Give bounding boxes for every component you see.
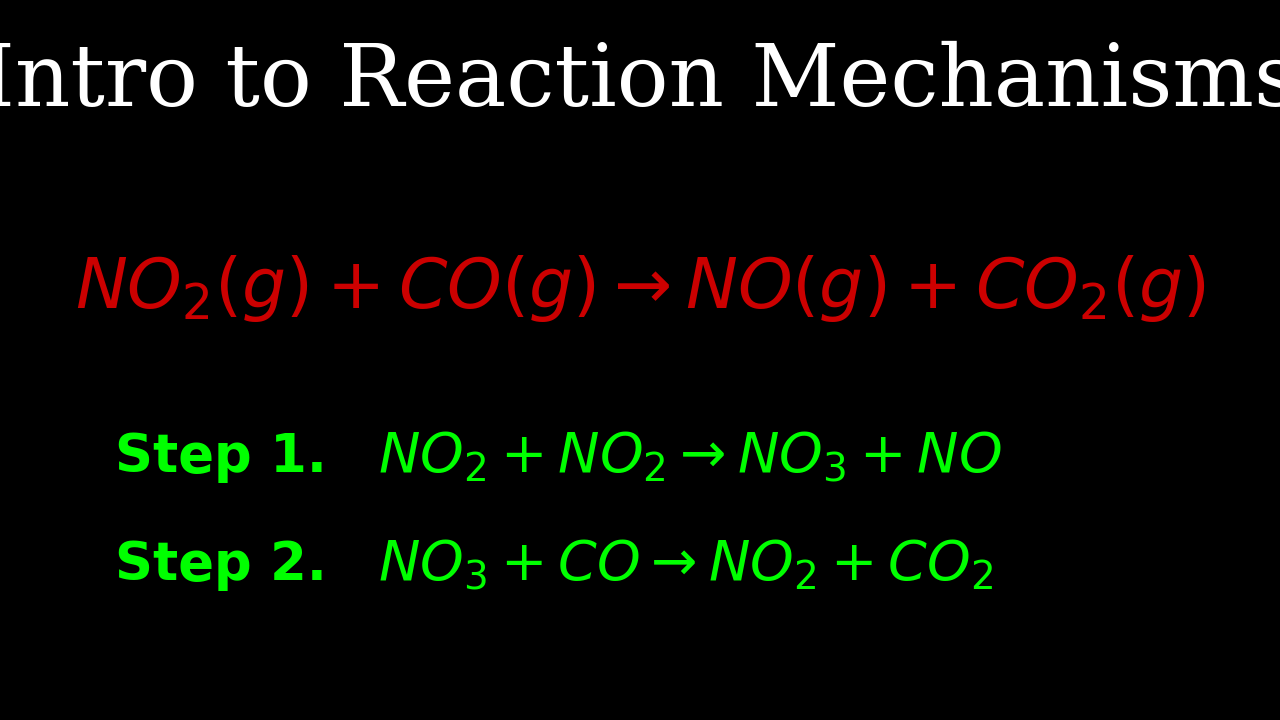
- Text: Step 1.: Step 1.: [115, 431, 328, 483]
- Text: $\mathit{NO_2 + NO_2 \rightarrow NO_3 + NO}$: $\mathit{NO_2 + NO_2 \rightarrow NO_3 + …: [378, 430, 1001, 485]
- Text: $\mathit{NO_3 + CO \rightarrow NO_2 + CO_2}$: $\mathit{NO_3 + CO \rightarrow NO_2 + CO…: [378, 538, 992, 593]
- Text: Step 2.: Step 2.: [115, 539, 328, 591]
- Text: Intro to Reaction Mechanisms: Intro to Reaction Mechanisms: [0, 41, 1280, 125]
- Text: $\mathit{NO_2(g) + CO(g) \rightarrow NO(g) + CO_2(g)}$: $\mathit{NO_2(g) + CO(g) \rightarrow NO(…: [74, 253, 1206, 323]
